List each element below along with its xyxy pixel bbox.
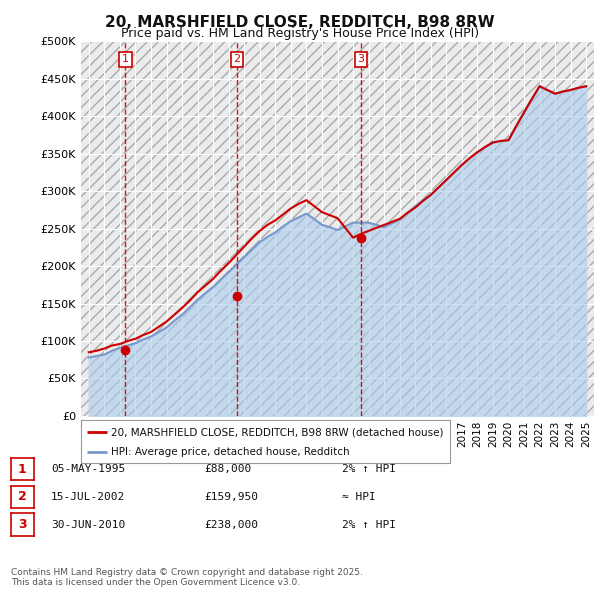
Text: Contains HM Land Registry data © Crown copyright and database right 2025.
This d: Contains HM Land Registry data © Crown c…: [11, 568, 362, 587]
Text: 15-JUL-2002: 15-JUL-2002: [51, 492, 125, 502]
Text: ≈ HPI: ≈ HPI: [342, 492, 376, 502]
Text: £88,000: £88,000: [204, 464, 251, 474]
Text: 30-JUN-2010: 30-JUN-2010: [51, 520, 125, 529]
Text: Price paid vs. HM Land Registry's House Price Index (HPI): Price paid vs. HM Land Registry's House …: [121, 27, 479, 40]
Text: 3: 3: [18, 518, 26, 531]
Text: 20, MARSHFIELD CLOSE, REDDITCH, B98 8RW (detached house): 20, MARSHFIELD CLOSE, REDDITCH, B98 8RW …: [111, 427, 444, 437]
Text: 2% ↑ HPI: 2% ↑ HPI: [342, 520, 396, 529]
Text: £159,950: £159,950: [204, 492, 258, 502]
Text: 2: 2: [18, 490, 26, 503]
Text: 3: 3: [358, 54, 364, 64]
Text: 1: 1: [18, 463, 26, 476]
Text: £238,000: £238,000: [204, 520, 258, 529]
Text: 05-MAY-1995: 05-MAY-1995: [51, 464, 125, 474]
Text: 2% ↑ HPI: 2% ↑ HPI: [342, 464, 396, 474]
Text: 20, MARSHFIELD CLOSE, REDDITCH, B98 8RW: 20, MARSHFIELD CLOSE, REDDITCH, B98 8RW: [105, 15, 495, 30]
Text: HPI: Average price, detached house, Redditch: HPI: Average price, detached house, Redd…: [111, 447, 350, 457]
Text: 1: 1: [122, 54, 129, 64]
Text: 2: 2: [233, 54, 241, 64]
